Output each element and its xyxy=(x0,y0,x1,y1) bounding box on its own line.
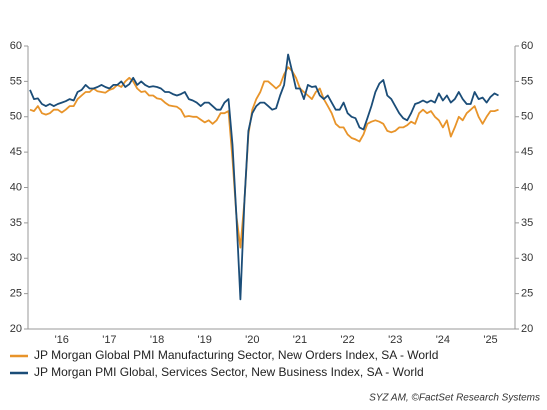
y2-tick-label: 35 xyxy=(521,217,533,229)
y2-tick-label: 30 xyxy=(521,252,533,264)
y-tick-label: 50 xyxy=(10,111,22,123)
y2-tick-label: 60 xyxy=(521,40,533,52)
y2-tick-label: 20 xyxy=(521,323,533,335)
y-tick-label: 45 xyxy=(10,146,22,158)
y-tick-label: 55 xyxy=(10,75,22,87)
x-tick-label: '22 xyxy=(340,334,354,346)
y2-tick-label: 50 xyxy=(521,111,533,123)
y-tick-label: 25 xyxy=(10,288,22,300)
x-tick-label: '21 xyxy=(293,334,307,346)
x-tick-label: '19 xyxy=(198,334,212,346)
y2-tick-label: 45 xyxy=(521,146,533,158)
x-tick-label: '20 xyxy=(245,334,259,346)
series-line xyxy=(29,53,499,301)
y2-tick-label: 40 xyxy=(521,181,533,193)
y2-tick-label: 55 xyxy=(521,75,533,87)
y-tick-label: 40 xyxy=(10,181,22,193)
y-tick-label: 60 xyxy=(10,40,22,52)
x-tick-label: '18 xyxy=(150,334,164,346)
x-tick-label: '24 xyxy=(436,334,450,346)
y2-tick-label: 25 xyxy=(521,288,533,300)
y-tick-label: 35 xyxy=(10,217,22,229)
y-tick-label: 20 xyxy=(10,323,22,335)
x-tick-label: '16 xyxy=(55,334,69,346)
x-tick-label: '25 xyxy=(483,334,497,346)
x-tick-label: '17 xyxy=(102,334,116,346)
source: SYZ AM, ©FactSet Research Systems xyxy=(369,393,540,404)
legend-label: JP Morgan Global PMI Manufacturing Secto… xyxy=(34,348,438,362)
legend-label: JP Morgan PMI Global, Services Sector, N… xyxy=(34,365,424,379)
y-tick-label: 30 xyxy=(10,252,22,264)
series-line xyxy=(29,66,499,249)
x-tick-label: '23 xyxy=(388,334,402,346)
